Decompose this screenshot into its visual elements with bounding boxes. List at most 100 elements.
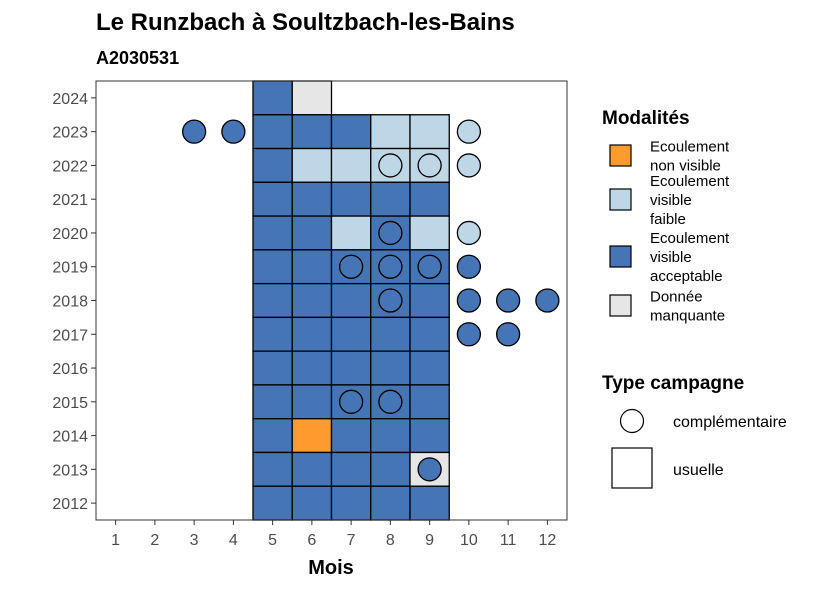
tile-2016-8 [370, 350, 411, 386]
point-2020-8 [378, 220, 403, 246]
tile-2015-6 [291, 384, 333, 420]
tile-2016-9 [409, 350, 450, 386]
legend-label-faible-2: faible [650, 211, 686, 228]
tile-2021-8 [370, 181, 411, 217]
point-2018-8 [378, 288, 403, 313]
point-2022-8 [378, 153, 403, 178]
tile-2022-7 [330, 147, 372, 183]
tile-2014-7 [330, 418, 372, 454]
point-2015-8 [378, 389, 403, 414]
y-tick-label-2022: 2022 [52, 158, 88, 175]
legend-label-acceptable-1: visible [650, 249, 692, 266]
point-2023-3 [181, 119, 207, 144]
tile-2017-5 [252, 316, 293, 352]
point-2018-10 [456, 288, 482, 313]
tile-2020-6 [291, 215, 333, 251]
legend-label-acceptable-2: acceptable [650, 268, 723, 285]
tile-2018-5 [252, 282, 293, 319]
legend-label-faible-0: Ecoulement [650, 173, 730, 190]
legend-key-non_visible [609, 144, 632, 167]
tile-2020-7 [330, 215, 372, 251]
chart-subtitle: A2030531 [96, 48, 179, 68]
x-tick-label-11: 11 [500, 532, 517, 549]
y-tick-label-2024: 2024 [52, 91, 88, 108]
point-2019-9 [417, 254, 442, 279]
tile-2021-7 [330, 181, 372, 217]
y-tick-label-2021: 2021 [52, 192, 88, 209]
x-tick-label-4: 4 [229, 532, 238, 549]
legend-label-manquante-1: manquante [650, 308, 725, 325]
tile-2018-6 [291, 282, 333, 319]
legend-modalites-title: Modalités [602, 108, 690, 129]
tile-2017-7 [330, 316, 372, 352]
x-tick-label-8: 8 [386, 532, 395, 549]
legend-key-usuelle [611, 447, 653, 489]
tile-2023-9 [409, 114, 450, 150]
tile-2019-6 [291, 249, 333, 285]
x-tick-label-9: 9 [425, 532, 434, 549]
x-tick-label-10: 10 [460, 532, 478, 549]
tile-2022-5 [252, 147, 293, 183]
x-tick-label-3: 3 [190, 532, 199, 549]
legend-label-manquante-0: Donnée [650, 289, 703, 306]
point-2019-8 [378, 254, 403, 279]
tile-2014-6 [291, 418, 333, 454]
tile-2017-9 [409, 316, 450, 352]
x-tick-label-12: 12 [538, 532, 556, 549]
tile-2014-5 [252, 418, 293, 454]
point-2018-12 [535, 288, 560, 313]
tile-2020-5 [252, 215, 293, 251]
y-tick-label-2016: 2016 [52, 361, 88, 378]
legend-label-faible-1: visible [650, 192, 692, 209]
y-tick-label-2014: 2014 [52, 429, 88, 446]
tile-2024-6 [291, 80, 333, 116]
point-2023-10 [456, 119, 482, 144]
tile-2012-5 [252, 485, 293, 521]
tile-2012-6 [291, 485, 333, 521]
tile-2016-7 [330, 350, 372, 386]
tile-2012-7 [330, 485, 372, 521]
legend-label-acceptable-0: Ecoulement [650, 230, 730, 247]
legend-label-non_visible-0: Ecoulement [650, 139, 730, 156]
tile-2016-6 [291, 350, 333, 386]
point-2013-9 [417, 457, 442, 482]
legend-label-non_visible-1: non visible [650, 158, 721, 175]
point-2023-4 [221, 119, 246, 144]
x-tick-label-6: 6 [307, 532, 316, 549]
point-2018-11 [495, 288, 521, 313]
tile-2021-5 [252, 181, 293, 217]
point-2020-10 [456, 220, 482, 246]
y-tick-label-2019: 2019 [52, 260, 88, 277]
y-tick-label-2017: 2017 [52, 327, 88, 344]
y-tick-label-2013: 2013 [52, 462, 88, 479]
point-2022-10 [456, 153, 482, 178]
tile-2024-5 [252, 80, 293, 116]
tile-2023-8 [370, 114, 411, 150]
x-tick-label-1: 1 [111, 532, 120, 549]
tile-2019-5 [252, 249, 293, 285]
tile-2013-5 [252, 451, 293, 487]
plot-area: 1 2 3 4 5 6 7 8 9 10 11 122012201320142015201620172… [52, 80, 568, 549]
legend-key-manquante [609, 294, 632, 317]
tile-2020-9 [409, 215, 450, 251]
y-tick-label-2020: 2020 [52, 226, 88, 243]
y-tick-label-2012: 2012 [52, 496, 88, 513]
tile-2021-6 [291, 181, 333, 217]
tile-2013-6 [291, 451, 333, 487]
x-tick-label-7: 7 [347, 532, 356, 549]
tile-2017-8 [370, 316, 411, 352]
legend-key-complementaire [619, 408, 645, 434]
tile-2018-9 [409, 282, 450, 319]
tile-2021-9 [409, 181, 450, 217]
point-2017-11 [495, 322, 521, 347]
legend-key-acceptable [609, 245, 632, 268]
tile-2015-9 [409, 384, 450, 420]
legend-key-faible [609, 188, 632, 211]
tile-2023-5 [252, 114, 293, 150]
x-tick-label-5: 5 [268, 532, 277, 549]
tile-2016-5 [252, 350, 293, 386]
tile-2015-5 [252, 384, 293, 420]
point-2019-7 [338, 254, 364, 279]
